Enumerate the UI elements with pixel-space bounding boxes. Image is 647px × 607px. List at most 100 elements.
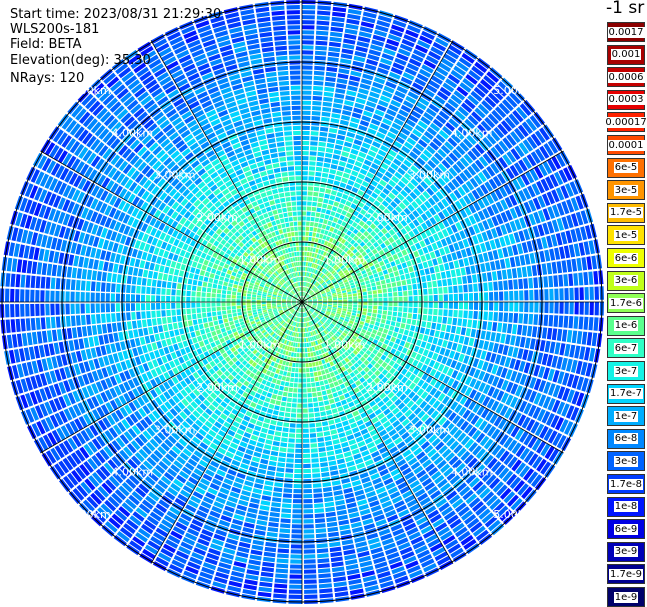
ray-cell [75,108,87,121]
ray-cell [217,132,227,140]
ray-cell [64,170,74,183]
ray-cell [201,297,206,302]
ray-cell [194,355,201,363]
ray-cell [327,326,332,331]
ray-cell [322,486,332,493]
ray-cell [295,443,302,448]
ray-cell [293,321,296,326]
ray-cell [204,371,212,378]
ray-cell [151,342,158,351]
ray-cell [334,396,340,403]
ray-cell [242,391,249,398]
ray-cell [107,459,118,471]
ray-cell [285,264,289,269]
ray-cell [205,433,214,442]
ray-cell [160,548,174,558]
ray-cell [177,158,187,167]
ray-cell [237,308,242,313]
ray-cell [188,183,197,191]
ray-cell [568,316,574,329]
ray-cell [155,189,164,198]
ray-cell [292,297,297,300]
ray-cell [336,458,345,465]
ray-cell [201,287,207,292]
ray-cell [581,331,588,345]
ray-cell [39,403,49,417]
ray-cell [294,322,297,327]
ray-cell [157,552,172,563]
ray-cell [487,374,495,385]
ray-cell [227,313,233,318]
ray-cell [313,335,317,341]
ray-cell [206,266,212,273]
ray-cell [198,155,208,163]
ray-cell [169,36,183,46]
ray-cell [307,347,310,352]
ray-cell [180,334,187,341]
ray-cell [420,525,433,535]
ray-cell [181,466,192,476]
ray-cell [184,165,193,175]
ray-cell [176,49,190,59]
ray-cell [278,543,290,549]
ray-cell [199,442,209,450]
ray-cell [246,296,251,300]
ray-cell [132,347,139,357]
ray-cell [483,438,494,450]
ray-cell [188,214,195,222]
ray-cell [141,311,146,319]
ray-cell [478,467,489,479]
ray-cell [154,386,162,396]
ray-cell [179,470,190,480]
ray-cell [21,362,29,377]
ray-cell [519,447,530,461]
ray-cell [201,346,207,353]
ray-cell [278,268,282,273]
ray-cell [298,307,301,312]
ray-cell [145,138,156,149]
ray-cell [360,428,369,435]
ray-cell [308,357,312,362]
ray-cell [70,279,76,291]
ray-cell [315,422,322,427]
ray-cell [362,575,377,583]
ray-cell [193,234,200,242]
ray-cell [332,320,337,324]
ray-cell [268,329,273,334]
ray-cell [203,104,215,113]
ray-cell [403,355,410,362]
ray-cell [398,415,407,423]
ray-cell [86,269,92,280]
ray-cell [295,363,299,368]
ray-cell [421,373,429,381]
ray-cell [311,453,319,458]
ray-cell [442,385,451,395]
ray-cell [150,453,160,463]
ray-cell [188,374,196,382]
ray-cell [385,482,396,490]
ray-cell [297,388,302,393]
ray-cell [209,326,215,332]
ray-cell [273,291,278,294]
ray-cell [323,400,330,406]
ray-cell [371,404,379,412]
ray-cell [176,195,185,204]
ray-cell [141,165,151,175]
ray-cell [407,457,418,466]
ray-cell [224,542,237,550]
ray-cell [402,312,408,318]
ray-cell [469,378,477,388]
ray-cell [255,318,260,323]
ray-cell [302,333,304,338]
ray-cell [251,323,257,328]
ray-cell [374,377,381,384]
ray-cell [251,304,256,308]
ray-cell [274,583,288,589]
ray-cell [396,381,404,389]
ray-cell [138,528,151,539]
ray-cell [216,298,221,302]
ray-cell [251,243,257,249]
ray-cell [245,387,252,394]
ray-cell [531,326,538,338]
ray-cell [192,380,200,388]
